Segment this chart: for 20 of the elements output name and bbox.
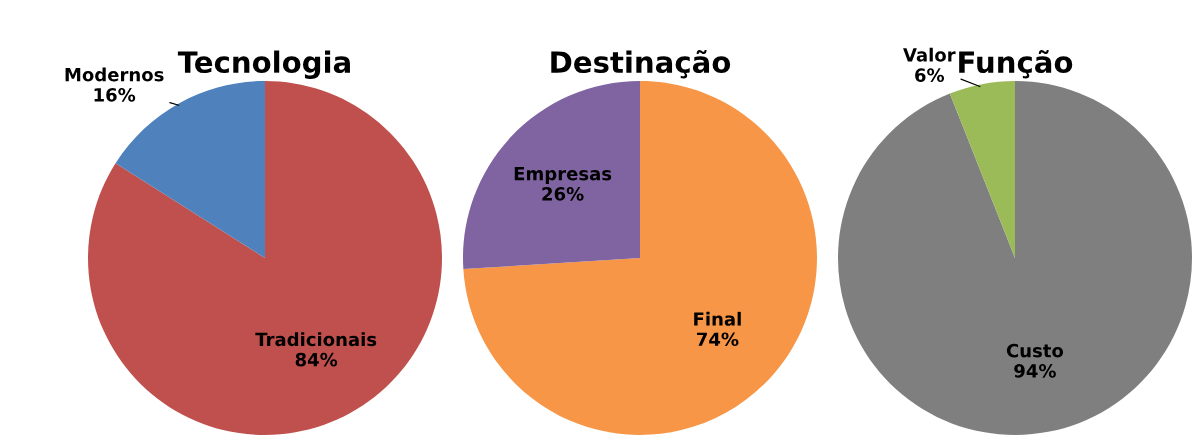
slice-label: Valor: [903, 47, 956, 62]
pie-slice: [463, 81, 817, 435]
slice-label: Modernos: [65, 67, 164, 82]
data-label: 84%: [295, 352, 338, 367]
chart-title: Tecnologia: [177, 50, 350, 79]
slice-label: Custo: [1006, 343, 1064, 358]
data-label: 16%: [94, 87, 136, 102]
data-label: 94%: [1014, 364, 1056, 378]
pie-slice: [949, 81, 1015, 258]
data-label: 74%: [697, 332, 739, 347]
pie-slice: [838, 81, 1192, 435]
data-label: 6%: [915, 68, 945, 82]
chart-title: Destinação: [551, 49, 731, 79]
slice-label: Empresas: [514, 167, 612, 184]
slice-label: Tradicionais: [255, 332, 377, 347]
data-label: 26%: [542, 186, 584, 201]
pie-slice: [463, 81, 640, 270]
pie-slice: [88, 81, 442, 435]
chart-title: Função: [959, 49, 1073, 79]
slice-label: Final: [694, 311, 741, 326]
